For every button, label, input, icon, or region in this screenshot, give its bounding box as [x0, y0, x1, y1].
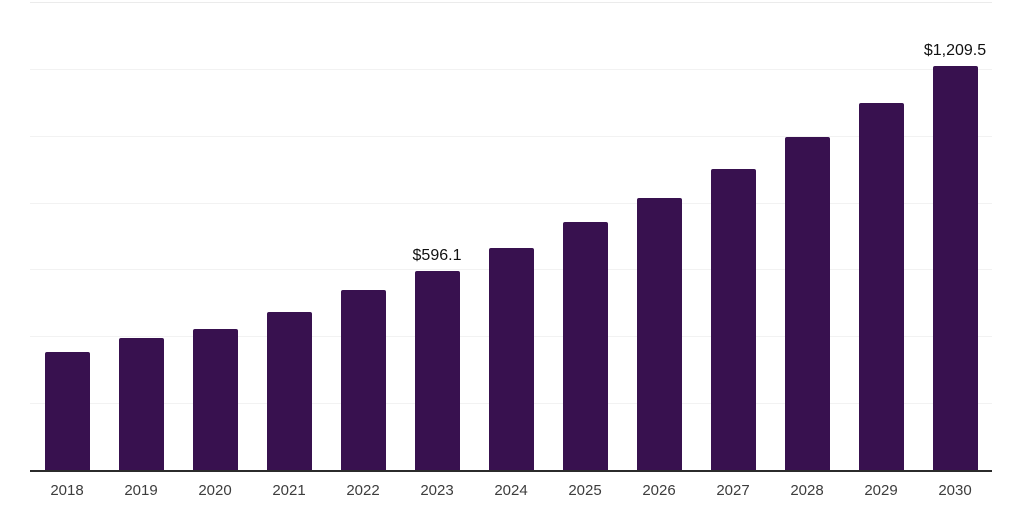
- bar-2020: [192, 329, 238, 470]
- gridline-1000: [30, 135, 992, 137]
- bar-2022: [340, 290, 386, 470]
- gridline-1200: [30, 68, 992, 70]
- bar-2025: [562, 222, 608, 470]
- x-tick-label-2023: 2023: [420, 482, 454, 499]
- bar-2030: [932, 65, 978, 470]
- bar-2021: [266, 311, 312, 470]
- bar-2018: [44, 351, 90, 470]
- x-tick-label-2028: 2028: [790, 482, 824, 499]
- x-tick-label-2021: 2021: [272, 482, 306, 499]
- bar-2024: [488, 247, 534, 470]
- x-tick-label-2020: 2020: [198, 482, 232, 499]
- bar-2027: [710, 169, 756, 470]
- bar-2023: [414, 270, 460, 470]
- bar-2019: [118, 338, 164, 470]
- plot-area: $596.1 $1,209.5: [30, 2, 992, 472]
- gridline-800: [30, 202, 992, 204]
- bar-2029: [858, 102, 904, 470]
- x-axis-line: [30, 470, 992, 472]
- x-tick-label-2018: 2018: [50, 482, 84, 499]
- bar-2026: [636, 198, 682, 470]
- x-tick-label-2022: 2022: [346, 482, 380, 499]
- gridline-1400: [30, 2, 992, 3]
- data-label-2030: $1,209.5: [923, 41, 987, 59]
- x-tick-label-2026: 2026: [642, 482, 676, 499]
- x-tick-label-2029: 2029: [864, 482, 898, 499]
- data-label-2023: $596.1: [412, 246, 462, 264]
- x-tick-label-2024: 2024: [494, 482, 528, 499]
- x-tick-label-2025: 2025: [568, 482, 602, 499]
- x-tick-label-2027: 2027: [716, 482, 750, 499]
- bar-2028: [784, 137, 830, 470]
- x-tick-label-2030: 2030: [938, 482, 972, 499]
- x-tick-label-2019: 2019: [124, 482, 158, 499]
